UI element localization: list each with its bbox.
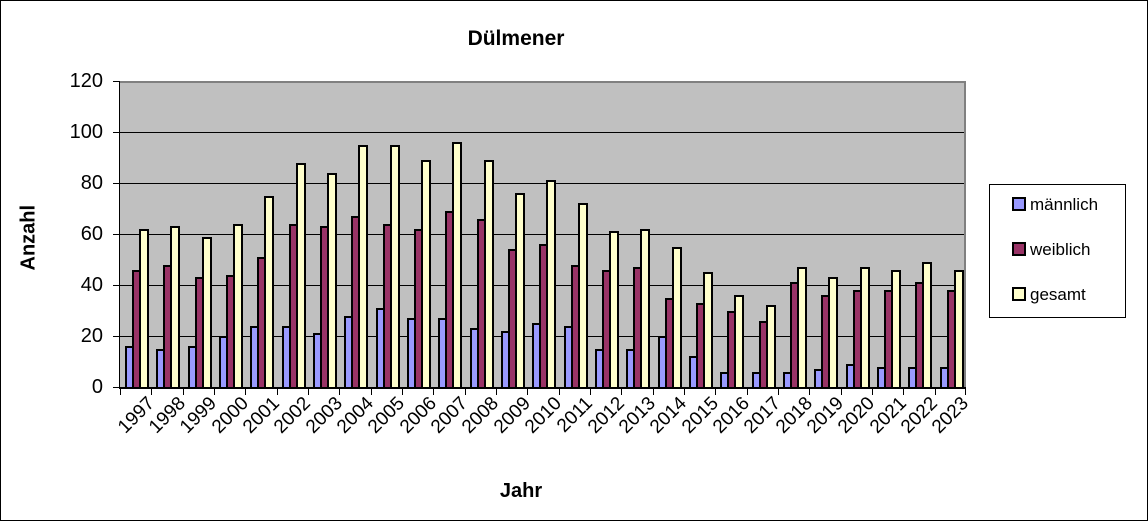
bar-gesamt-2021 [891,269,902,389]
x-tick [840,388,842,395]
y-tick-label: 100 [69,121,103,143]
x-tick [370,388,372,395]
y-tick [113,183,120,184]
bar-gesamt-2002 [295,162,306,389]
x-tick [965,388,966,395]
x-tick [527,388,529,395]
x-tick [715,388,717,395]
legend-label: weiblich [1030,240,1091,259]
legend-swatch-icon [1012,197,1026,211]
bar-gesamt-2004 [358,144,369,389]
legend-item: weiblich [1012,240,1090,260]
bar-gesamt-1999 [201,236,212,389]
bar-gesamt-2013 [640,228,651,389]
y-tick-label: 20 [80,325,103,347]
bar-gesamt-2005 [389,144,400,389]
bar-gesamt-2011 [577,203,588,389]
x-tick [245,388,247,395]
bar-gesamt-1997 [139,228,150,389]
plot-area [120,81,966,389]
legend-swatch-icon [1012,242,1026,256]
y-axis-label: Anzahl [17,204,40,271]
x-axis-label: Jahr [499,480,543,502]
y-tick-label: 40 [80,274,103,296]
y-tick [113,234,120,235]
y-tick [113,285,120,286]
bar-gesamt-2010 [546,180,557,389]
bar-gesamt-2014 [671,246,682,389]
bar-gesamt-2012 [609,231,620,389]
x-tick [464,388,466,395]
x-tick [746,388,748,395]
x-tick [903,388,905,395]
x-tick [276,388,278,395]
x-tick [120,388,121,395]
bar-gesamt-2006 [421,160,432,389]
x-tick [778,388,779,395]
x-tick [872,388,873,395]
bar-gesamt-2015 [703,272,714,389]
bar-gesamt-2001 [264,195,275,389]
bar-gesamt-2019 [828,277,839,389]
gridline [120,183,964,184]
x-tick [151,388,153,395]
legend-label: männlich [1030,195,1099,214]
x-tick [558,388,560,395]
bar-gesamt-2009 [515,193,526,389]
bar-gesamt-2003 [327,172,338,389]
legend-swatch-icon [1012,287,1026,301]
y-tick [113,336,120,337]
y-tick-label: 0 [91,376,103,398]
x-tick [496,388,497,395]
bar-gesamt-2020 [859,267,870,389]
x-tick [182,388,184,395]
y-tick [113,81,120,82]
bar-gesamt-2022 [922,262,933,389]
x-tick [402,388,403,395]
x-tick [308,388,309,395]
x-tick [214,388,215,395]
x-tick [809,388,811,395]
y-tick-label: 80 [80,172,103,194]
bar-gesamt-2008 [483,160,494,389]
bar-gesamt-2016 [734,295,745,389]
bar-gesamt-2007 [452,142,463,389]
gridline [120,132,964,133]
y-tick [113,387,120,388]
chart-title: Dülmener [467,27,565,50]
x-tick [339,388,341,395]
bar-gesamt-2000 [233,223,244,389]
x-tick [590,388,591,395]
y-tick [113,132,120,133]
bar-gesamt-2018 [797,267,808,389]
bar-gesamt-2023 [953,269,964,389]
legend-item: männlich [1012,195,1098,215]
x-tick [684,388,685,395]
x-tick [652,388,654,395]
gridline [120,234,964,235]
y-tick-label: 120 [69,70,103,92]
bar-gesamt-2017 [765,305,776,389]
x-axis [119,387,966,389]
x-tick [934,388,936,395]
x-tick [433,388,435,395]
y-tick-label: 60 [80,223,103,245]
legend-item: gesamt [1012,285,1086,305]
legend: männlich weiblich gesamt [989,184,1126,318]
bar-gesamt-1998 [170,226,181,389]
x-tick [621,388,623,395]
legend-label: gesamt [1030,285,1086,304]
